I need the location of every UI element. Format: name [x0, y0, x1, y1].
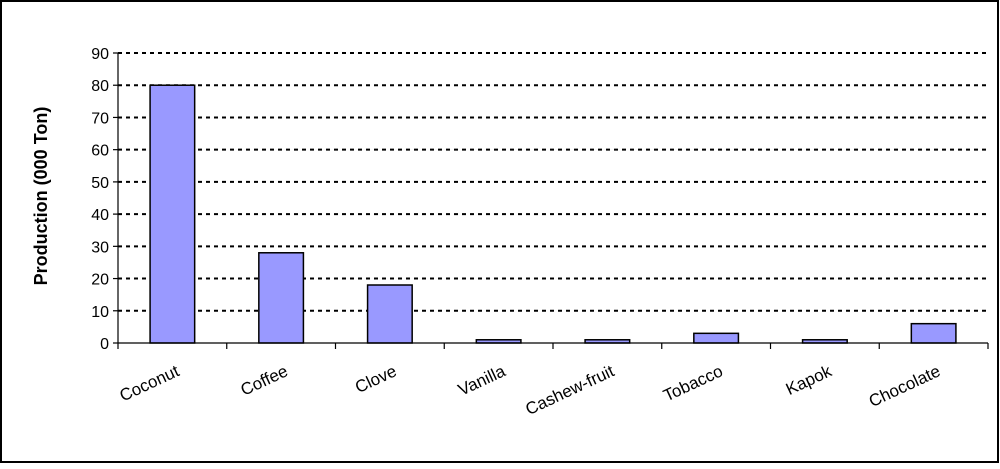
y-tick-labels: 0 10 20 30 40 50 60 70 80 90: [91, 46, 109, 353]
y-tick-label: 0: [100, 336, 109, 353]
bar: [693, 332, 740, 344]
y-tick-label: 30: [91, 239, 109, 256]
bar: [149, 84, 196, 344]
y-tick-label: 20: [91, 272, 109, 289]
y-tick-label: 10: [91, 304, 109, 321]
y-tick-label: 60: [91, 143, 109, 160]
y-tick-label: 50: [91, 175, 109, 192]
y-tick-label: 40: [91, 207, 109, 224]
bar: [910, 322, 957, 344]
bars: [149, 84, 957, 344]
bar: [366, 284, 413, 344]
y-tick-label: 80: [91, 78, 109, 95]
axes: [113, 52, 989, 349]
y-tick-label: 70: [91, 110, 109, 127]
bar: [258, 252, 305, 344]
y-tick-label: 90: [91, 46, 109, 63]
y-axis-title: Production (000 Ton): [31, 107, 51, 286]
